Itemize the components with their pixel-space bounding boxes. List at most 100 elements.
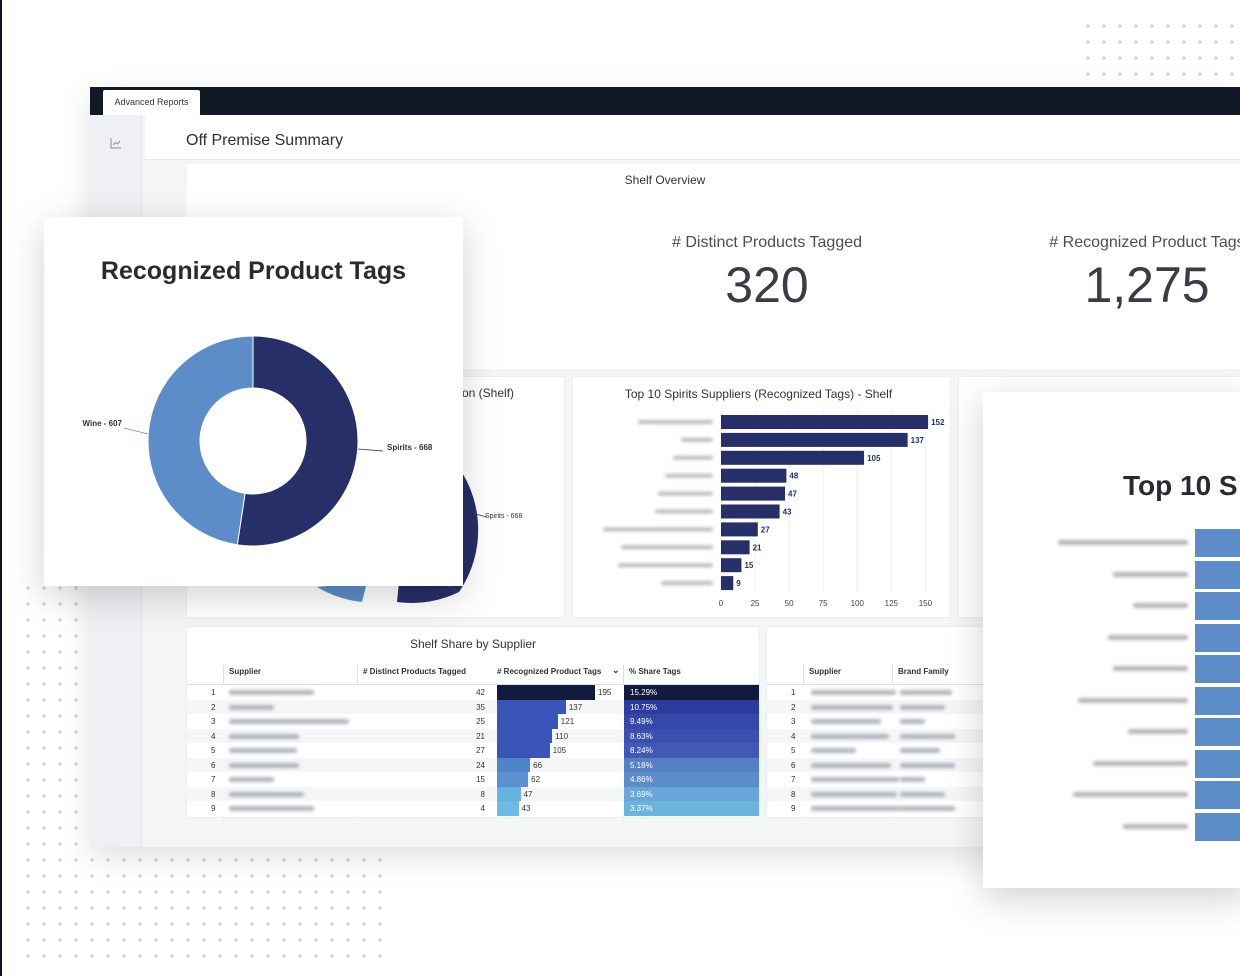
top10-spirits-card: Top 10 Spirits Suppliers (Recognized Tag… bbox=[573, 377, 950, 617]
tags-bar bbox=[497, 743, 550, 758]
distinct-products-cell: 21 bbox=[476, 731, 485, 741]
row-index: 7 bbox=[211, 775, 216, 784]
blurred-supplier-name bbox=[229, 806, 314, 811]
tags-value: 105 bbox=[552, 746, 567, 755]
blurred-supplier-label bbox=[1133, 603, 1188, 608]
distinct-products-cell: 42 bbox=[476, 688, 485, 697]
bar-value-label: 27 bbox=[761, 525, 770, 534]
col-recognized-tags[interactable]: # Recognized Product Tags bbox=[497, 667, 602, 676]
share-cell: 3.69% bbox=[624, 786, 759, 801]
bar bbox=[1195, 623, 1240, 652]
tags-value: 62 bbox=[531, 775, 541, 784]
bg-donut-title: on (Shelf) bbox=[462, 386, 515, 400]
tags-value: 137 bbox=[568, 702, 583, 712]
sort-chevron-icon[interactable]: ⌄ bbox=[612, 665, 620, 675]
tags-value: 195 bbox=[598, 688, 612, 697]
distinct-products-cell: 35 bbox=[476, 702, 485, 712]
blurred-supplier-name bbox=[229, 704, 274, 710]
blurred-supplier-label bbox=[603, 527, 713, 532]
bar bbox=[1195, 655, 1240, 683]
recognized-tags-overlay: Recognized Product Tags Spirits - 668 Win… bbox=[44, 217, 463, 586]
table-row[interactable]: 4 21 110 8.63% bbox=[187, 728, 759, 743]
top10-overlay-title: Top 10 S bbox=[1123, 470, 1238, 501]
col-distinct-products[interactable]: # Distinct Products Tagged bbox=[363, 667, 466, 676]
blurred-supplier-name bbox=[811, 791, 897, 797]
table-row[interactable]: 7 15 62 4.86% bbox=[187, 772, 759, 787]
bar-value-label: 137 bbox=[911, 436, 925, 445]
blurred-supplier-name bbox=[229, 733, 299, 739]
donut-slice-spirits bbox=[236, 335, 359, 547]
table-row[interactable]: 2 35 137 10.75% bbox=[187, 699, 759, 714]
tags-bar bbox=[497, 801, 519, 816]
table-row[interactable]: 5 27 105 8.24% bbox=[187, 743, 759, 758]
bar-value-label: 152 bbox=[931, 418, 945, 427]
blurred-brand-name bbox=[900, 733, 955, 739]
col-brand-family[interactable]: Brand Family bbox=[898, 667, 949, 676]
row-index: 5 bbox=[211, 746, 216, 755]
table-row[interactable]: 9 4 43 3.37% bbox=[187, 801, 759, 816]
shelf-share-card: Shelf Share by Supplier Supplier # Disti… bbox=[187, 627, 759, 817]
share-cell: 3.37% bbox=[624, 801, 759, 816]
kpi-value: 1,275 bbox=[1084, 257, 1210, 313]
blurred-supplier-label bbox=[681, 437, 713, 442]
bg-donut-label: Spirits - 668 bbox=[485, 513, 522, 520]
share-cell: 4.86% bbox=[624, 772, 759, 787]
blurred-supplier-name bbox=[811, 719, 881, 724]
kpi-distinct-products: # Distinct Products Tagged 320 bbox=[652, 234, 882, 314]
distinct-products-cell: 24 bbox=[476, 760, 485, 770]
blurred-supplier-name bbox=[229, 719, 349, 724]
row-index: 5 bbox=[791, 746, 796, 755]
row-index: 3 bbox=[211, 717, 216, 726]
blurred-supplier-name bbox=[811, 704, 893, 710]
page-title: Off Premise Summary bbox=[186, 132, 344, 149]
donut-label-spirits: Spirits - 668 bbox=[387, 443, 433, 452]
tags-value: 66 bbox=[533, 760, 543, 770]
bar bbox=[1195, 529, 1240, 557]
blurred-supplier-label bbox=[1078, 697, 1188, 703]
donut-leader-spirits bbox=[357, 448, 384, 452]
blurred-supplier-name bbox=[811, 733, 889, 739]
blurred-supplier-label bbox=[1058, 540, 1188, 545]
tab-advanced-reports[interactable]: Advanced Reports bbox=[103, 90, 200, 116]
table-row[interactable]: 8 8 47 3.69% bbox=[187, 786, 759, 801]
kpi-label: # Recognized Product Tags bbox=[1049, 234, 1240, 251]
top10-overlay: Top 10 S bbox=[983, 392, 1240, 888]
share-cell: 15.29% bbox=[624, 685, 759, 700]
tags-bar bbox=[497, 728, 553, 743]
table-row[interactable]: 1 42 195 15.29% bbox=[187, 685, 759, 700]
col-share[interactable]: % Share Tags bbox=[629, 667, 681, 676]
bar-value-label: 15 bbox=[744, 561, 753, 570]
chart-icon[interactable] bbox=[110, 137, 122, 149]
blurred-supplier-label bbox=[658, 491, 713, 496]
kpi-value: 320 bbox=[725, 257, 809, 313]
blurred-brand-name bbox=[900, 719, 925, 724]
dot-pattern-top-right bbox=[1080, 18, 1240, 88]
blurred-supplier-name bbox=[229, 748, 297, 753]
recognized-tags-donut: Spirits - 668 Wine - 607 bbox=[83, 335, 433, 547]
table-row[interactable]: 6 24 66 5.18% bbox=[187, 757, 759, 772]
blurred-supplier-label bbox=[665, 473, 713, 478]
shelf-share-title: Shelf Share by Supplier bbox=[409, 637, 537, 651]
row-index: 2 bbox=[211, 702, 216, 712]
distinct-products-cell: 25 bbox=[476, 717, 485, 726]
shelf-overview-title: Shelf Overview bbox=[624, 173, 706, 187]
col-brand-supplier[interactable]: Supplier bbox=[809, 667, 842, 676]
x-tick-label: 0 bbox=[719, 599, 724, 608]
row-index: 9 bbox=[791, 804, 796, 813]
bar bbox=[1195, 749, 1240, 778]
bar-value-label: 9 bbox=[736, 579, 741, 588]
tags-bar bbox=[497, 699, 566, 714]
blurred-supplier-label bbox=[1123, 823, 1188, 829]
bar bbox=[721, 522, 758, 537]
bar-value-label: 48 bbox=[789, 472, 798, 481]
x-tick-label: 25 bbox=[751, 599, 760, 608]
col-supplier[interactable]: Supplier bbox=[229, 667, 262, 676]
bar bbox=[721, 432, 908, 447]
row-index: 4 bbox=[791, 731, 796, 741]
tags-bar bbox=[497, 786, 521, 801]
blurred-supplier-label bbox=[1113, 666, 1188, 671]
table-row[interactable]: 3 25 121 9.49% bbox=[187, 714, 759, 729]
tags-bar bbox=[497, 685, 595, 700]
page-edge-line bbox=[0, 0, 2, 976]
